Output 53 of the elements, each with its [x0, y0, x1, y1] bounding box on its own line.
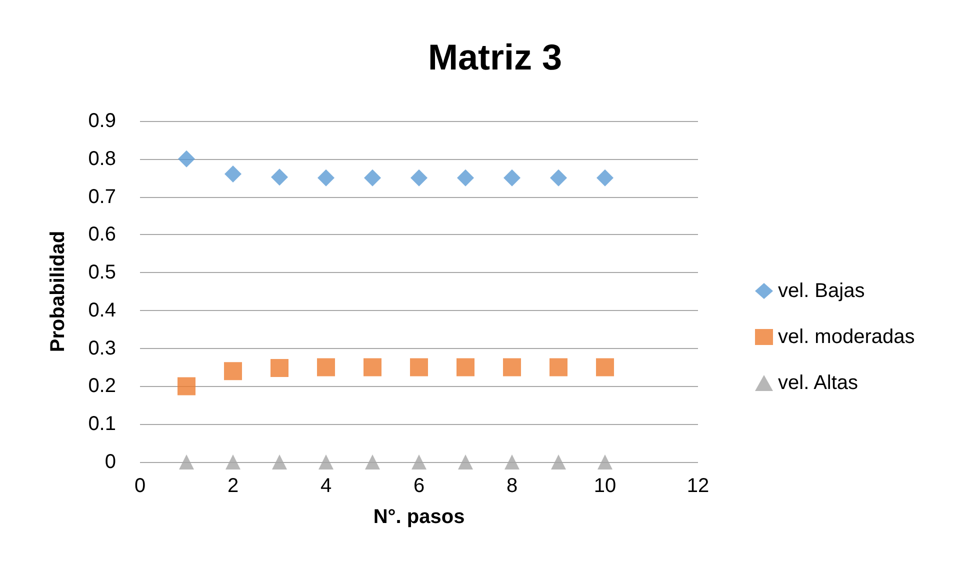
x-axis-title: N°. pasos [373, 506, 465, 528]
point [410, 358, 428, 376]
point [318, 169, 334, 186]
legend-label: vel. Altas [778, 372, 858, 394]
y-tick-label: 0.4 [88, 299, 116, 322]
point [412, 454, 426, 470]
y-tick-label: 0.1 [88, 413, 116, 436]
point [271, 168, 288, 186]
point [272, 454, 287, 470]
point [457, 169, 474, 186]
legend-label: vel. Bajas [778, 280, 865, 302]
point [596, 358, 614, 376]
point [410, 169, 428, 186]
y-tick-label: 0.8 [88, 148, 116, 170]
y-tick-label: 0.3 [88, 337, 116, 360]
y-tick-label: 0.5 [88, 262, 116, 284]
x-tick-label: 10 [594, 475, 616, 497]
x-tick-label: 8 [506, 475, 518, 497]
x-tick-label: 12 [686, 475, 710, 497]
point [598, 454, 612, 470]
point [364, 358, 382, 376]
x-tick-label: 2 [227, 475, 239, 497]
point [226, 454, 240, 470]
y-tick-label: 0.6 [88, 224, 116, 246]
y-tick-label: 0.9 [88, 110, 116, 132]
y-tick-label: 0.2 [88, 375, 116, 398]
point [365, 454, 380, 470]
point [224, 362, 242, 380]
point [179, 454, 194, 470]
point [317, 358, 335, 376]
point [224, 166, 242, 183]
x-tick-label: 6 [413, 475, 425, 497]
legend-label: vel. moderadas [778, 326, 915, 348]
x-tick-label: 4 [320, 475, 332, 497]
y-tick-label: 0.7 [88, 186, 116, 208]
point [318, 454, 334, 470]
point [504, 454, 520, 470]
point [364, 169, 381, 186]
point [270, 359, 288, 378]
point [504, 169, 520, 186]
y-tick-label: 0 [104, 451, 116, 473]
point [551, 454, 566, 470]
point [178, 377, 196, 396]
x-tick-label: 0 [134, 475, 146, 497]
point [456, 358, 474, 376]
point [550, 169, 567, 186]
point [178, 150, 195, 168]
point [550, 358, 568, 376]
point [503, 358, 521, 376]
chart-title: Matriz 3 [428, 36, 562, 78]
point [458, 454, 473, 470]
y-axis-title: Probabilidad [47, 230, 69, 352]
point [596, 169, 614, 186]
